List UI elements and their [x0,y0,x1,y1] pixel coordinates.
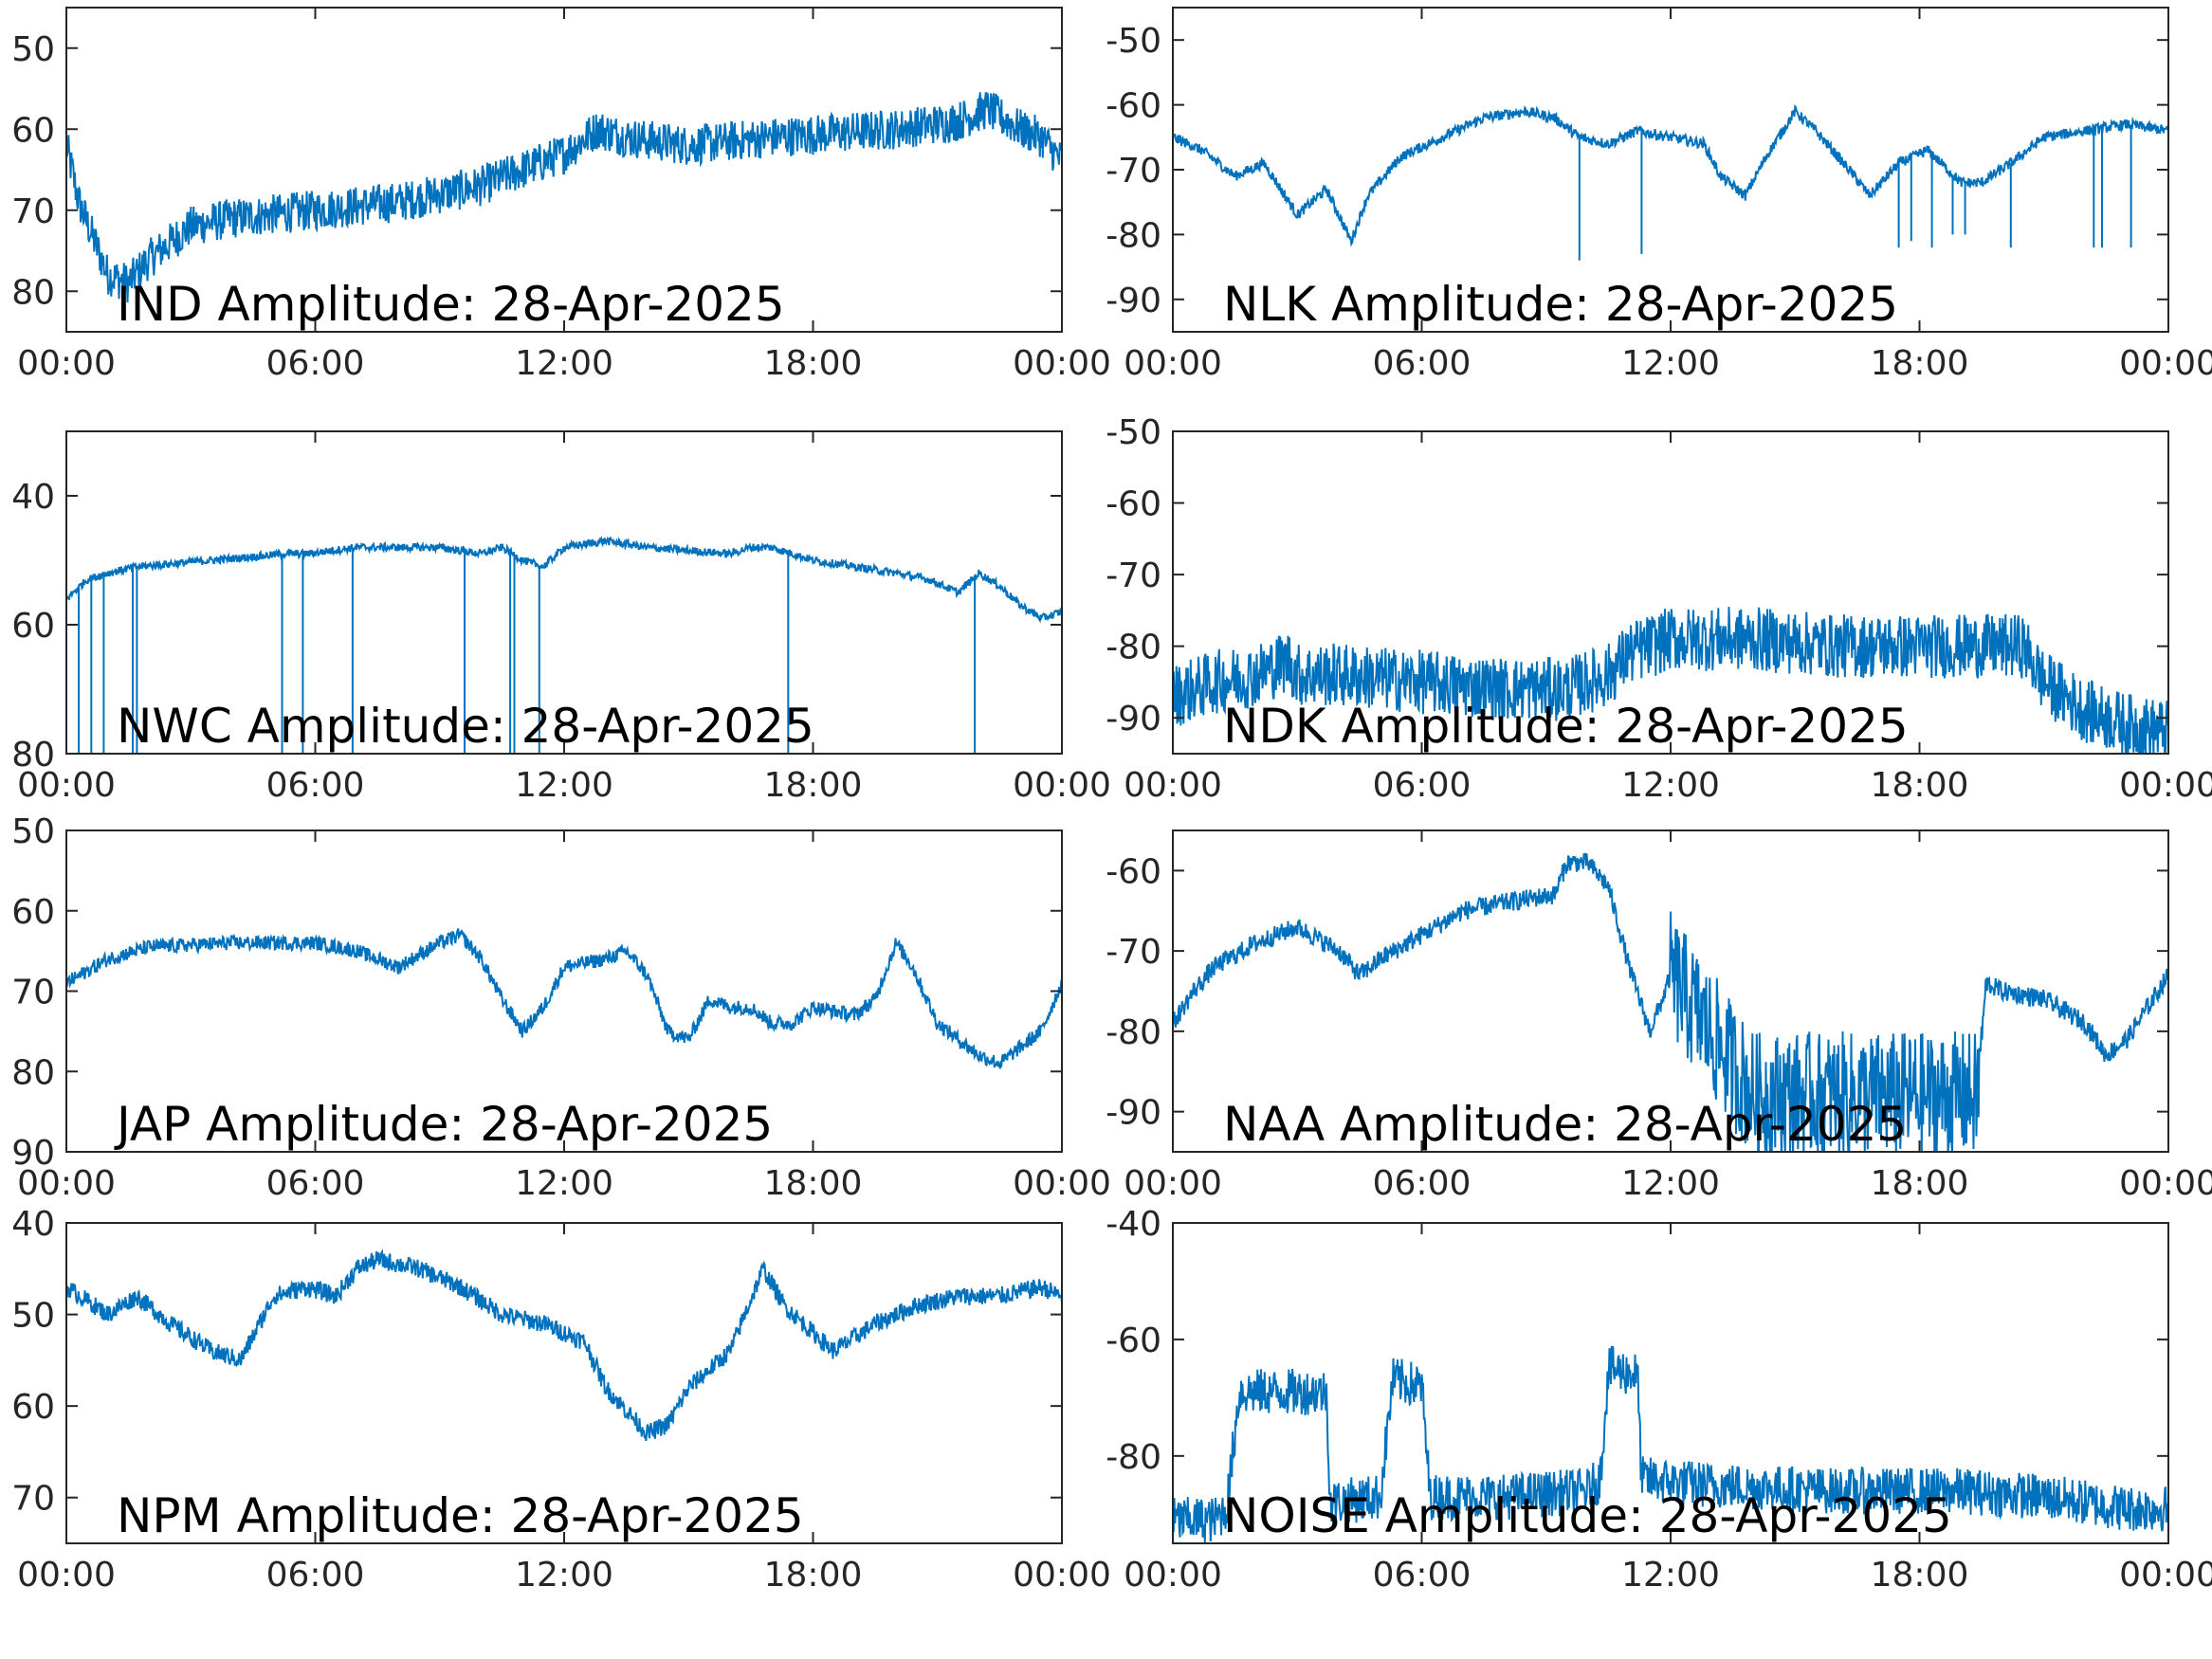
y-tick-label: 60 [11,893,55,932]
x-tick-label: 00:00 [1124,766,1222,805]
series-line [66,928,1062,1069]
x-tick-label: 18:00 [764,344,863,383]
y-tick-label: 40 [11,1205,55,1244]
y-tick-label: -80 [1106,1013,1161,1052]
x-tick-label: 18:00 [1871,766,1969,805]
y-tick-label: 60 [11,607,55,646]
panel-2: 00:00 06:00 12:00 18:00 00:00 -50 -60 -70 -80 -90… [1106,7,2212,383]
x-tick-label: 06:00 [266,344,365,383]
panel-title: NPM Amplitude: 28-Apr-2025 [117,1488,804,1543]
panel-title: NOISE Amplitude: 28-Apr-2025 [1223,1488,1952,1543]
x-tick-label: 18:00 [1871,344,1969,383]
panel-title: NWC Amplitude: 28-Apr-2025 [117,699,814,754]
y-tick-label: -40 [1106,1205,1161,1244]
y-tick-label: -70 [1106,152,1161,191]
y-tick-label: -90 [1106,1094,1161,1133]
x-tick-label: 18:00 [764,1556,863,1595]
series-line [66,92,1062,303]
x-tick-label: 12:00 [515,344,613,383]
y-tick-label: 60 [11,1388,55,1427]
y-tick-label: -60 [1106,1322,1161,1360]
series-line [66,1249,1062,1442]
panel-6: 00:00 06:00 12:00 18:00 00:00 -60 -70 -80 -90 NAA… [1106,830,2212,1203]
y-tick-label: 70 [11,192,55,231]
y-tick-label: -80 [1106,216,1161,255]
x-tick-label: 06:00 [1373,1556,1472,1595]
x-tick-label: 00:00 [17,1556,116,1595]
x-tick-label: 00:00 [1124,344,1222,383]
panel-5: 00:00 06:00 12:00 18:00 00:00 50 60 70 80 90 JAP A… [11,812,1111,1203]
y-tick-label: 90 [11,1134,55,1173]
y-tick-label: -90 [1106,282,1161,320]
panel-title: NAA Amplitude: 28-Apr-2025 [1223,1097,1907,1152]
y-tick-label: -80 [1106,1438,1161,1477]
x-tick-label: 18:00 [764,766,863,805]
x-tick-label: 00:00 [1013,1164,1111,1203]
x-tick-label: 06:00 [266,1556,365,1595]
x-tick-label: 00:00 [2119,1556,2212,1595]
x-tick-label: 18:00 [1871,1556,1969,1595]
x-tick-label: 00:00 [17,1164,116,1203]
x-tick-label: 06:00 [266,1164,365,1203]
y-tick-label: 80 [11,273,55,312]
x-tick-label: 00:00 [2119,766,2212,805]
y-tick-label: -60 [1106,87,1161,126]
x-tick-label: 00:00 [1013,766,1111,805]
y-tick-label: 50 [11,1297,55,1336]
panel-title: NDK Amplitude: 28-Apr-2025 [1223,699,1909,754]
y-tick-label: -80 [1106,629,1161,667]
y-tick-label: -70 [1106,933,1161,972]
panel-3: 00:00 06:00 12:00 18:00 00:00 40 60 80 NWC Ampli… [11,430,1111,805]
x-tick-label: 18:00 [1871,1164,1969,1203]
y-tick-label: -70 [1106,556,1161,595]
x-tick-label: 12:00 [515,766,613,805]
x-tick-label: 00:00 [1013,1556,1111,1595]
panel-1: 00:00 06:00 12:00 18:00 00:00 50 60 70 80 IND Amp… [11,7,1111,383]
series-line [66,535,1062,754]
x-tick-label: 12:00 [1621,766,1720,805]
panel-8: 00:00 06:00 12:00 18:00 00:00 -40 -60 -80 NOISE … [1106,1205,2212,1595]
y-tick-label: 70 [11,1480,55,1519]
x-tick-label: 00:00 [17,766,116,805]
y-tick-label: 40 [11,478,55,517]
x-tick-label: 06:00 [1373,1164,1472,1203]
y-tick-label: 80 [11,736,55,775]
y-tick-label: 50 [11,30,55,69]
panel-title: IND Amplitude: 28-Apr-2025 [117,277,785,332]
series-line [1173,607,2168,754]
x-tick-label: 00:00 [2119,1164,2212,1203]
y-tick-label: -50 [1106,413,1161,452]
x-tick-label: 00:00 [1124,1556,1222,1595]
y-tick-label: 60 [11,111,55,150]
x-tick-label: 12:00 [1621,1556,1720,1595]
x-tick-label: 12:00 [1621,344,1720,383]
y-tick-label: 80 [11,1053,55,1092]
x-tick-label: 06:00 [1373,766,1472,805]
series-line [1173,852,2168,1152]
x-tick-label: 18:00 [764,1164,863,1203]
x-tick-label: 06:00 [1373,344,1472,383]
series-line [1173,1345,2168,1543]
x-tick-label: 06:00 [266,766,365,805]
panel-7: 00:00 06:00 12:00 18:00 00:00 40 50 60 70 NPM Amp… [11,1205,1111,1595]
y-tick-label: 50 [11,812,55,851]
x-tick-label: 00:00 [1124,1164,1222,1203]
x-tick-label: 12:00 [1621,1164,1720,1203]
series-line [1173,103,2168,261]
x-tick-label: 00:00 [1013,344,1111,383]
panel-4: 00:00 06:00 12:00 18:00 00:00 -50 -60 -70 -80 -90… [1106,413,2212,805]
y-tick-label: -50 [1106,22,1161,61]
x-tick-label: 12:00 [515,1164,613,1203]
x-tick-label: 00:00 [17,344,116,383]
x-tick-label: 12:00 [515,1556,613,1595]
y-tick-label: -60 [1106,852,1161,891]
y-tick-label: -60 [1106,485,1161,524]
y-tick-label: 70 [11,974,55,1012]
panel-title: NLK Amplitude: 28-Apr-2025 [1223,277,1898,332]
y-tick-label: -90 [1106,700,1161,738]
panel-title: JAP Amplitude: 28-Apr-2025 [114,1097,773,1152]
x-tick-label: 00:00 [2119,344,2212,383]
